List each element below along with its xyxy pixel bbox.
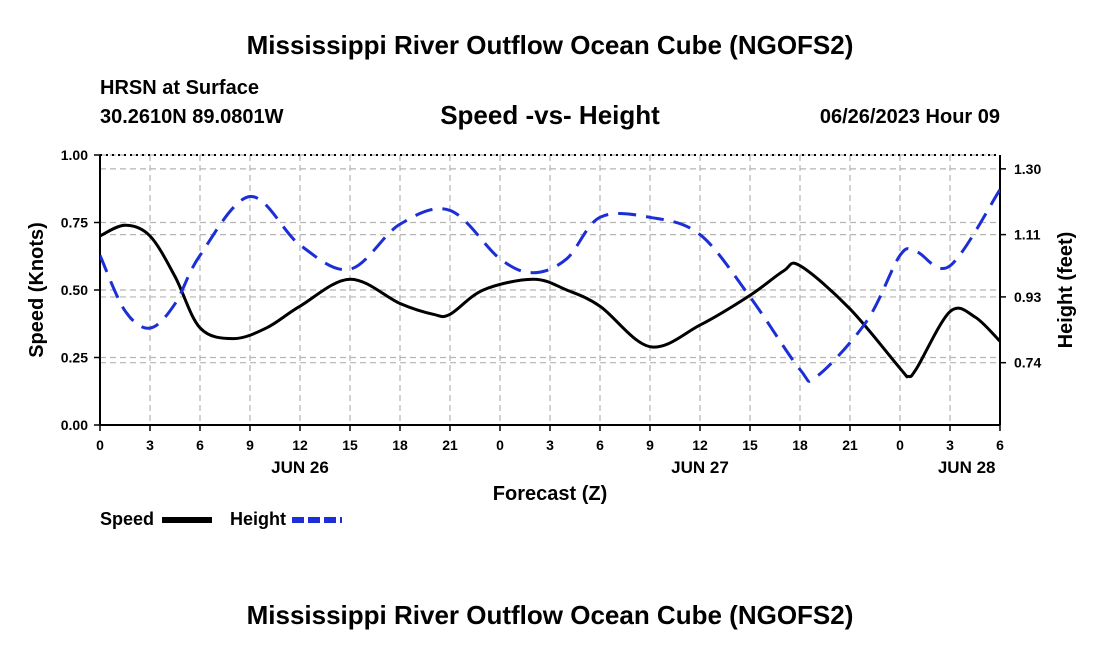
x-tick-label: 9 [246,437,254,453]
y-tick-label-left: 1.00 [61,147,88,163]
x-axis-title: Forecast (Z) [493,483,607,505]
legend-label-height: Height [230,509,286,529]
station-label: HRSN at Surface [100,77,259,99]
x-tick-label: 0 [96,437,104,453]
datetime-label: 06/26/2023 Hour 09 [819,106,1000,128]
legend-swatch-speed [162,517,212,523]
x-tick-label: 12 [692,437,708,453]
x-tick-label: 6 [996,437,1004,453]
series-line-height [100,188,1000,383]
y-tick-label-left: 0.25 [61,350,88,366]
x-tick-label: 3 [146,437,154,453]
x-tick-label: 0 [896,437,904,453]
y-tick-label-left: 0.00 [61,417,88,433]
chart-title: Speed -vs- Height [440,100,660,130]
x-tick-label: 15 [742,437,758,453]
coordinates-label: 30.2610N 89.0801W [100,106,284,128]
series-line-speed [100,223,1000,379]
x-day-label: JUN 28 [938,458,996,477]
y-tick-label-right: 1.11 [1014,227,1041,243]
y-tick-label-left: 0.50 [61,282,88,298]
footer-title: Mississippi River Outflow Ocean Cube (NG… [246,600,854,630]
y-axis-title-right: Height (feet) [1055,232,1077,349]
x-tick-label: 21 [842,437,858,453]
legend-swatch-height [292,517,342,523]
x-tick-label: 3 [546,437,554,453]
x-tick-label: 0 [496,437,504,453]
y-tick-label-left: 0.75 [61,215,88,231]
y-axis-title-left: Speed (Knots) [26,222,48,358]
x-tick-label: 15 [342,437,358,453]
x-tick-label: 21 [442,437,458,453]
x-tick-label: 9 [646,437,654,453]
legend-label-speed: Speed [100,509,155,529]
x-tick-label: 18 [792,437,808,453]
y-tick-label-right: 0.74 [1014,355,1041,371]
x-tick-label: 18 [392,437,408,453]
x-tick-label: 6 [596,437,604,453]
x-day-label: JUN 26 [271,458,329,477]
page-title: Mississippi River Outflow Ocean Cube (NG… [246,30,854,60]
y-tick-label-right: 0.93 [1014,289,1041,305]
x-tick-label: 6 [196,437,204,453]
x-tick-label: 12 [292,437,308,453]
y-tick-label-right: 1.30 [1014,161,1041,177]
x-day-label: JUN 27 [671,458,729,477]
x-tick-label: 3 [946,437,954,453]
